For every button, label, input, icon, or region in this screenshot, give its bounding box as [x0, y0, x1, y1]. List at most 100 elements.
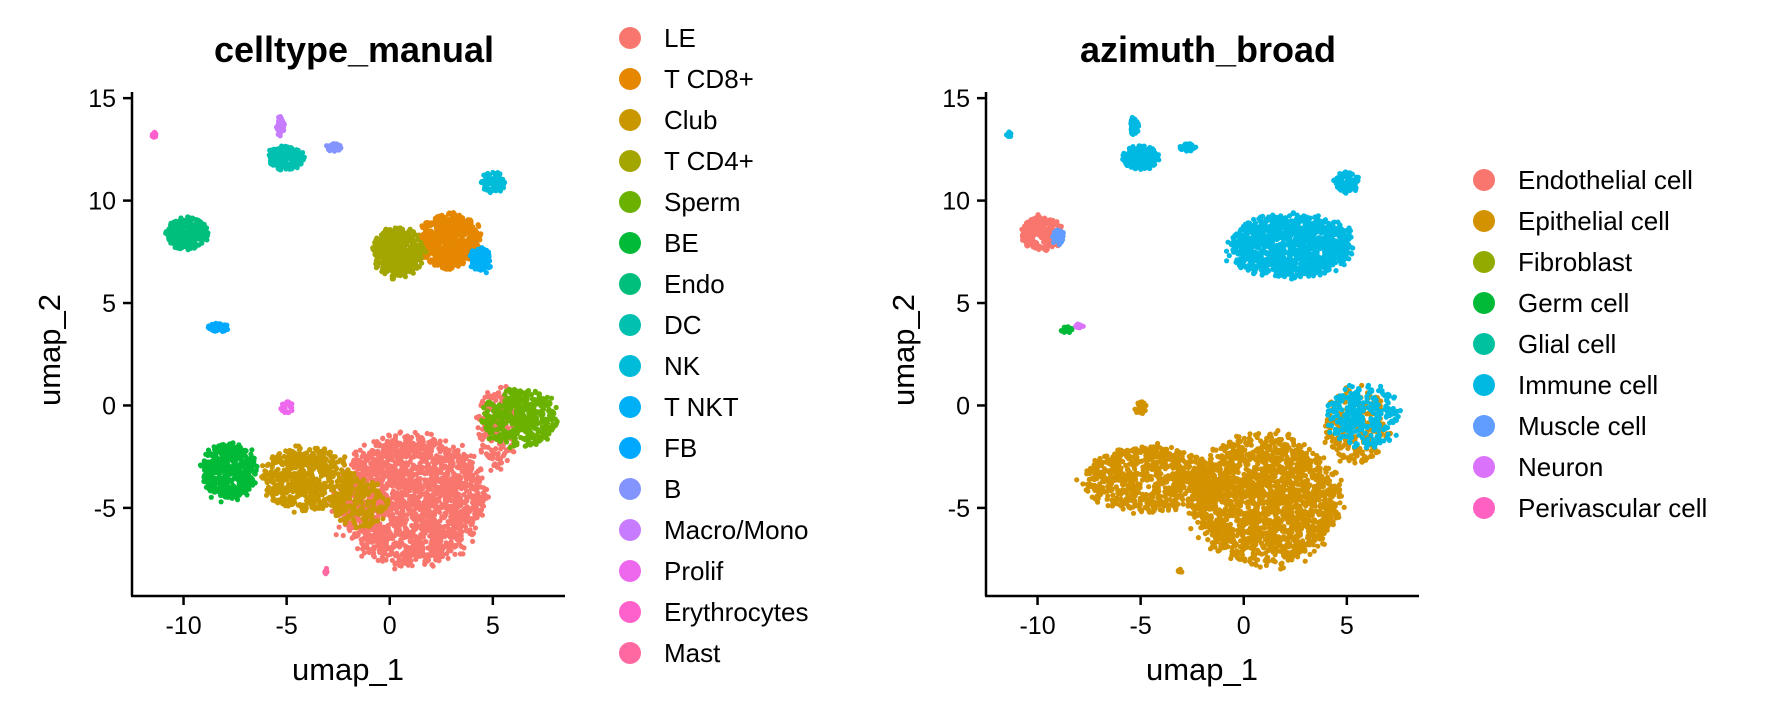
data-point	[453, 514, 459, 521]
data-point	[406, 444, 412, 450]
data-point	[459, 500, 465, 506]
data-point	[458, 486, 465, 492]
data-point	[431, 551, 437, 557]
data-point	[505, 418, 511, 424]
data-point	[504, 430, 511, 436]
data-point	[238, 486, 244, 492]
data-point	[441, 457, 447, 464]
data-point	[218, 444, 224, 450]
data-point	[392, 503, 398, 509]
data-point	[331, 454, 337, 460]
data-point	[473, 470, 480, 476]
data-point	[386, 471, 392, 477]
data-point	[357, 479, 363, 485]
data-point	[455, 255, 461, 261]
data-point	[290, 458, 296, 465]
data-point	[211, 489, 217, 495]
data-point	[379, 465, 385, 471]
data-point	[533, 401, 539, 407]
data-point	[357, 447, 363, 453]
data-point	[384, 266, 390, 272]
data-point	[391, 519, 397, 525]
data-point	[413, 553, 419, 560]
data-point	[402, 477, 408, 483]
data-point	[362, 460, 368, 467]
data-point	[523, 403, 529, 409]
data-point	[233, 444, 239, 450]
data-point	[463, 528, 469, 534]
data-point	[415, 505, 421, 511]
data-point	[386, 528, 392, 534]
data-point	[369, 511, 375, 517]
data-point	[438, 216, 444, 222]
data-point	[224, 480, 230, 486]
data-point	[444, 476, 450, 483]
data-point	[458, 536, 464, 542]
data-point	[341, 485, 347, 491]
data-point	[379, 267, 385, 273]
data-point	[374, 518, 380, 524]
data-point	[475, 222, 481, 228]
data-point	[218, 499, 224, 505]
data-point	[520, 413, 527, 419]
data-point	[483, 495, 490, 501]
data-point	[353, 452, 359, 458]
data-point	[418, 539, 424, 545]
data-point	[203, 484, 209, 490]
data-point	[340, 500, 346, 506]
data-point	[321, 489, 327, 495]
data-point	[463, 471, 470, 477]
data-point	[544, 394, 550, 400]
cluster-be	[197, 440, 260, 505]
data-point	[268, 488, 274, 494]
data-point	[279, 490, 285, 496]
data-point	[412, 486, 418, 492]
data-point	[415, 255, 421, 261]
data-point	[519, 420, 525, 426]
data-point	[547, 400, 553, 406]
data-point	[368, 461, 374, 467]
data-point	[456, 454, 462, 460]
data-point	[347, 495, 353, 502]
data-point	[516, 393, 522, 399]
data-point	[422, 491, 429, 497]
data-point	[472, 525, 478, 531]
data-point	[418, 468, 424, 474]
data-point	[376, 453, 382, 459]
data-point	[380, 516, 386, 522]
data-point	[410, 539, 416, 545]
data-point	[373, 495, 379, 501]
data-point	[355, 485, 361, 492]
data-point	[434, 486, 440, 492]
data-point	[411, 478, 417, 484]
data-point	[522, 443, 528, 449]
data-point	[217, 477, 223, 483]
data-point	[463, 514, 469, 520]
data-point	[430, 516, 436, 523]
data-point	[502, 450, 508, 457]
data-point	[402, 265, 409, 271]
data-point	[300, 508, 306, 514]
data-point	[422, 519, 428, 525]
data-point	[262, 468, 268, 474]
data-point	[327, 463, 333, 469]
data-point	[473, 476, 480, 482]
data-point	[230, 465, 237, 471]
data-point	[533, 390, 539, 396]
data-point	[396, 236, 402, 242]
data-point	[403, 257, 409, 263]
data-point	[480, 503, 487, 509]
data-point	[361, 442, 367, 448]
data-point	[443, 489, 449, 495]
data-point	[315, 463, 321, 469]
data-point	[413, 453, 419, 459]
data-point	[352, 501, 358, 507]
data-point	[415, 434, 421, 440]
data-point	[489, 414, 496, 420]
data-point	[507, 406, 513, 412]
data-point	[398, 446, 404, 452]
data-point	[398, 452, 404, 458]
data-point	[430, 563, 436, 569]
data-point	[208, 494, 214, 500]
data-point	[546, 406, 552, 412]
